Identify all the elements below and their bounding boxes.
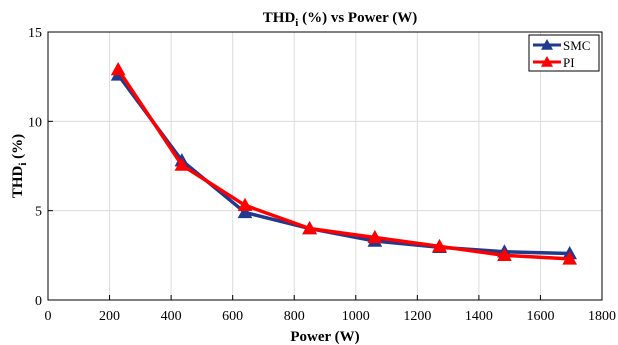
legend-marker-pi [541,56,553,67]
y-axis-label: THDi (%) [10,134,29,198]
chart-title-main: THD [263,10,296,26]
data-point-pi [432,238,447,253]
chart-title-subscript: i [295,17,298,29]
x-tick-label: 1200 [403,309,431,324]
chart-title: THDi (%) vs Power (W) [263,10,417,29]
legend-label-pi: PI [563,55,575,70]
x-tick-label: 1600 [526,309,554,324]
x-axis-label: Power (W) [290,329,359,345]
y-tick-label: 10 [28,115,42,130]
legend-marker-smc [541,39,553,50]
ticks: 0 200 400 600 800 1000 1200 1400 1600 1800 0 5 10 15 [28,26,616,324]
data-point-pi [497,247,512,262]
series-line-pi [116,68,570,261]
y-tick-label: 15 [28,26,42,41]
x-tick-label: 0 [45,309,52,324]
data-point-pi [237,197,253,212]
x-tick-label: 600 [222,309,243,324]
legend-box [528,34,600,72]
x-tick-label: 1800 [588,309,616,324]
y-axis-label-main: THD [10,165,26,198]
x-tick-label: 200 [99,309,120,324]
x-tick-label: 800 [284,309,305,324]
data-point-pi [174,157,190,171]
y-axis-label-rest: (%) [10,134,26,163]
data-point-smc [237,204,253,219]
legend: SMC PI [528,34,600,72]
series-layer [110,61,578,265]
plot-area [48,32,602,300]
y-tick-label: 5 [35,205,42,220]
y-axis-label-subscript: i [17,163,29,166]
chart-title-rest: (%) vs Power (W) [298,10,417,26]
series-line-smc [116,73,570,256]
data-point-pi [562,251,578,265]
legend-label-smc: SMC [563,38,590,53]
x-tick-label: 1000 [342,309,370,324]
x-tick-label: 400 [161,309,182,324]
y-tick-label: 0 [35,294,42,309]
plot-border [47,31,603,301]
data-point-pi [110,61,126,76]
data-point-pi [367,229,383,244]
x-tick-label: 1400 [465,309,493,324]
data-point-pi [302,221,317,235]
